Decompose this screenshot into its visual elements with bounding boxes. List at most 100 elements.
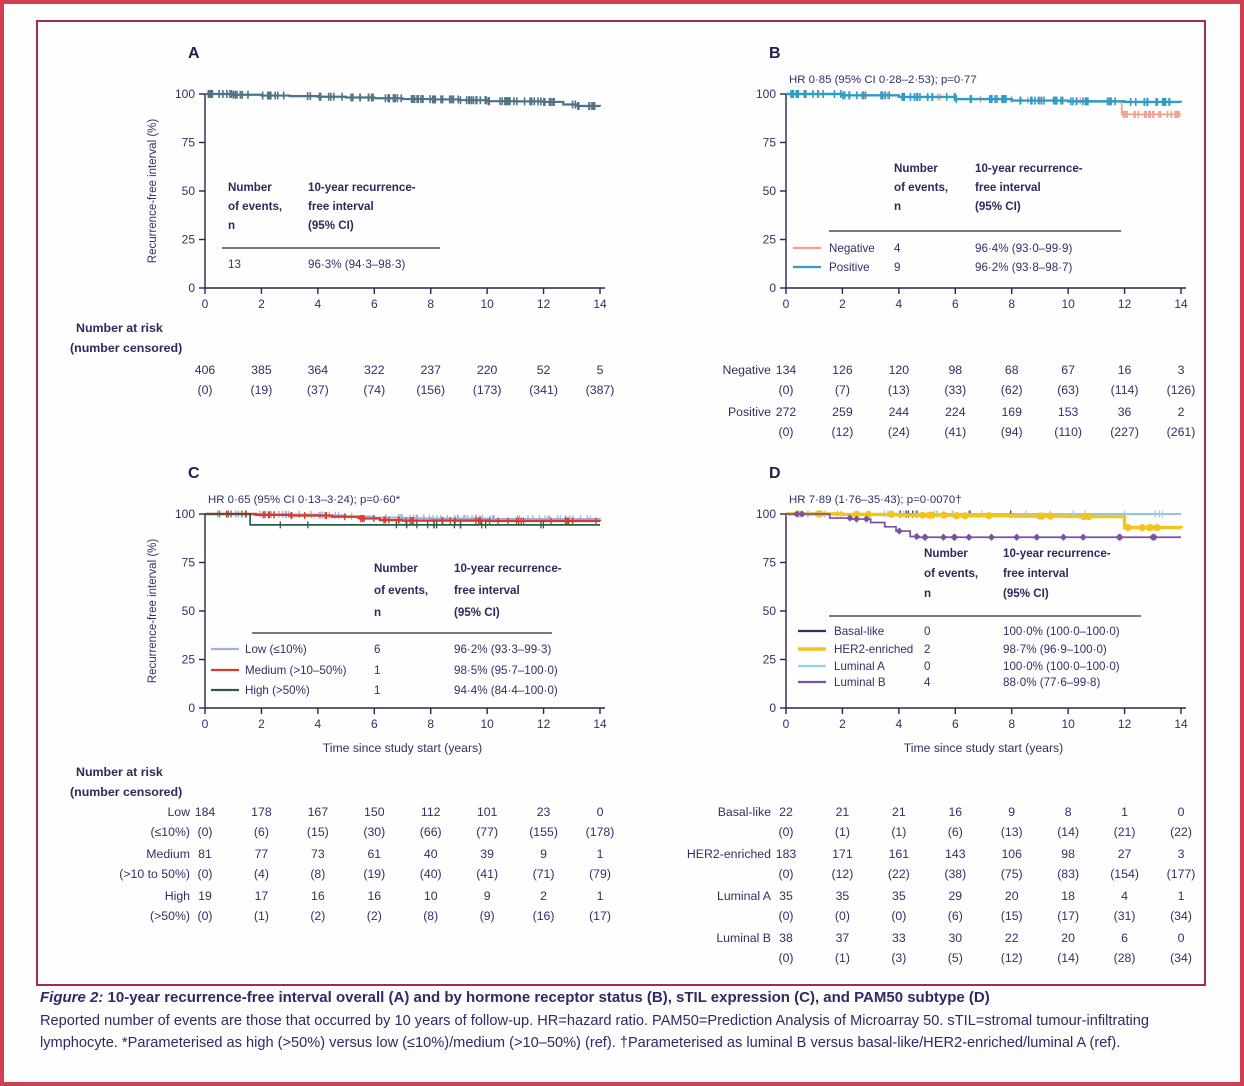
svg-text:171: 171 <box>832 847 853 861</box>
svg-text:77: 77 <box>255 847 269 861</box>
svg-text:75: 75 <box>763 136 777 150</box>
svg-text:C: C <box>188 465 200 482</box>
svg-text:100·0% (100·0–100·0): 100·0% (100·0–100·0) <box>1003 660 1120 673</box>
svg-text:(14): (14) <box>1057 825 1079 839</box>
svg-text:Time since study start (years): Time since study start (years) <box>323 741 482 755</box>
svg-text:(19): (19) <box>363 867 385 881</box>
svg-text:25: 25 <box>763 653 777 667</box>
svg-text:8: 8 <box>1008 717 1015 731</box>
svg-text:169: 169 <box>1001 405 1022 419</box>
svg-text:(1): (1) <box>835 951 850 965</box>
svg-text:98: 98 <box>1061 847 1075 861</box>
svg-text:184: 184 <box>195 805 216 819</box>
km-plot-c: C HR 0·65 (95% CI 0·13–3·24); p=0·60* Recu… <box>147 465 607 731</box>
svg-text:17: 17 <box>255 889 269 903</box>
svg-text:0: 0 <box>202 297 209 311</box>
svg-text:1: 1 <box>374 684 380 697</box>
svg-text:96·2% (93·8–98·7): 96·2% (93·8–98·7) <box>975 261 1072 274</box>
curve-overall <box>205 90 602 111</box>
svg-text:(13): (13) <box>1001 825 1023 839</box>
svg-text:4: 4 <box>315 717 322 731</box>
svg-text:(19): (19) <box>250 383 272 397</box>
svg-text:(22): (22) <box>888 867 910 881</box>
km-plot-a: A Recurrence-free interval (%) 0 25 50 75 100 0… <box>147 45 607 311</box>
svg-text:9: 9 <box>540 847 547 861</box>
svg-text:1: 1 <box>1178 889 1185 903</box>
svg-text:(83): (83) <box>1057 867 1079 881</box>
svg-text:100·0% (100·0–100·0): 100·0% (100·0–100·0) <box>1003 625 1120 638</box>
svg-text:Low (≤10%): Low (≤10%) <box>245 643 307 656</box>
svg-text:(17): (17) <box>589 909 611 923</box>
svg-text:50: 50 <box>182 184 196 198</box>
svg-text:4: 4 <box>896 717 903 731</box>
svg-text:High (>50%): High (>50%) <box>245 684 310 697</box>
svg-text:1: 1 <box>597 889 604 903</box>
svg-text:364: 364 <box>308 363 329 377</box>
svg-text:4: 4 <box>924 676 931 689</box>
svg-text:0: 0 <box>597 805 604 819</box>
svg-text:2: 2 <box>258 297 265 311</box>
svg-text:(3): (3) <box>891 951 906 965</box>
caption-body-text: Reported number of events are those that… <box>40 1013 1149 1052</box>
svg-text:Medium (>10–50%): Medium (>10–50%) <box>245 664 347 677</box>
risk-table-c: Time since study start (years) Number at … <box>70 741 614 923</box>
svg-text:322: 322 <box>364 363 385 377</box>
svg-text:of events,: of events, <box>924 567 978 580</box>
svg-text:Luminal B: Luminal B <box>834 676 886 689</box>
svg-text:12: 12 <box>1118 297 1132 311</box>
svg-text:96·4% (93·0–99·9): 96·4% (93·0–99·9) <box>975 242 1072 255</box>
caption-title-line: Figure 2: 10-year recurrence-free interv… <box>40 988 1208 1008</box>
svg-text:100: 100 <box>175 507 195 521</box>
svg-text:0: 0 <box>202 717 209 731</box>
svg-text:37: 37 <box>836 931 850 945</box>
svg-text:(341): (341) <box>529 383 558 397</box>
risk-row-luminal-a: Luminal A 35 35 35 29 20 18 4 1 (0) (0) (0) (6) (15) (… <box>717 889 1192 923</box>
svg-text:Number: Number <box>894 162 938 175</box>
svg-text:18: 18 <box>1061 889 1075 903</box>
risk-row-high: High (>50%) 19 17 16 16 10 9 2 1 (0) (1) (2) (2) (8) (9… <box>150 889 611 923</box>
svg-text:of events,: of events, <box>374 584 428 597</box>
svg-text:14: 14 <box>593 297 607 311</box>
svg-text:n: n <box>924 587 931 600</box>
curve-her2-enriched <box>786 510 1183 532</box>
svg-text:35: 35 <box>836 889 850 903</box>
svg-text:120: 120 <box>889 363 910 377</box>
svg-text:(66): (66) <box>420 825 442 839</box>
svg-text:10-year recurrence-: 10-year recurrence- <box>308 181 416 194</box>
svg-text:(30): (30) <box>363 825 385 839</box>
svg-text:(40): (40) <box>420 867 442 881</box>
curve-high-50- <box>205 513 600 529</box>
svg-text:6: 6 <box>952 297 959 311</box>
svg-text:22: 22 <box>779 805 793 819</box>
svg-text:25: 25 <box>182 233 196 247</box>
svg-text:0: 0 <box>188 281 195 295</box>
svg-text:112: 112 <box>421 805 441 819</box>
svg-text:272: 272 <box>776 405 797 419</box>
svg-text:(0): (0) <box>778 909 793 923</box>
svg-text:(79): (79) <box>589 867 611 881</box>
svg-text:(33): (33) <box>944 383 966 397</box>
svg-text:free interval: free interval <box>975 181 1041 194</box>
svg-text:161: 161 <box>889 847 910 861</box>
svg-text:126: 126 <box>832 363 853 377</box>
svg-text:(0): (0) <box>197 909 212 923</box>
svg-text:(14): (14) <box>1057 951 1079 965</box>
svg-text:134: 134 <box>776 363 797 377</box>
svg-text:(7): (7) <box>835 383 850 397</box>
svg-text:n: n <box>374 606 381 619</box>
risk-row-low: Low (≤10%) 184 178 167 150 112 101 23 0 (0) (6) (15)… <box>150 805 614 839</box>
svg-text:98·5% (95·7–100·0): 98·5% (95·7–100·0) <box>454 664 558 677</box>
svg-text:3: 3 <box>1178 847 1185 861</box>
svg-text:10-year recurrence-: 10-year recurrence- <box>975 162 1083 175</box>
svg-text:(77): (77) <box>476 825 498 839</box>
svg-text:(>50%): (>50%) <box>150 909 190 923</box>
svg-text:183: 183 <box>776 847 797 861</box>
svg-text:6: 6 <box>1121 931 1128 945</box>
svg-text:75: 75 <box>763 556 777 570</box>
svg-text:Luminal A: Luminal A <box>717 889 772 903</box>
svg-text:6: 6 <box>952 717 959 731</box>
svg-text:Positive: Positive <box>728 405 771 419</box>
svg-text:(41): (41) <box>476 867 498 881</box>
svg-text:(387): (387) <box>586 383 615 397</box>
svg-text:(6): (6) <box>948 825 963 839</box>
